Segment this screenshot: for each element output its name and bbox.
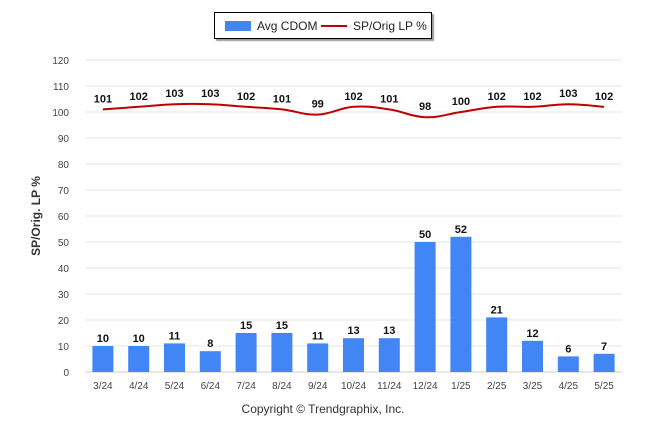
y-tick-label: 20 <box>58 316 70 327</box>
x-tick-label: 4/25 <box>559 381 579 392</box>
x-tick-label: 9/24 <box>308 381 328 392</box>
bar-data-label: 13 <box>347 325 359 337</box>
bar <box>378 338 400 372</box>
line-data-label: 102 <box>237 91 255 103</box>
legend-item-sp-orig-lp[interactable]: SP/Orig LP % <box>321 13 427 38</box>
bar <box>414 242 436 372</box>
bar <box>164 343 185 372</box>
bar-data-label: 13 <box>383 325 395 337</box>
line-data-label: 101 <box>273 93 291 105</box>
legend-bar-swatch <box>225 20 251 31</box>
line-data-label: 102 <box>130 91 148 103</box>
bar-data-label: 50 <box>419 229 431 241</box>
y-tick-label: 30 <box>58 290 70 301</box>
bar <box>199 351 221 372</box>
x-tick-label: 12/24 <box>413 381 438 392</box>
y-tick-label: 50 <box>58 238 70 249</box>
x-tick-label: 4/24 <box>129 381 149 392</box>
bar-data-label: 10 <box>133 333 145 345</box>
x-tick-label: 11/24 <box>377 381 402 392</box>
bar <box>128 346 150 372</box>
bar-data-label: 8 <box>207 338 213 350</box>
y-tick-label: 70 <box>58 186 70 197</box>
bar-data-label: 15 <box>240 320 252 332</box>
x-tick-label: 10/24 <box>341 381 366 392</box>
y-tick-label: 80 <box>58 160 70 171</box>
x-tick-label: 8/24 <box>272 381 292 392</box>
line-series-sp-orig-lp <box>102 102 605 119</box>
bar <box>486 317 508 372</box>
x-tick-label: 3/24 <box>93 381 113 392</box>
y-tick-label: 120 <box>52 56 69 67</box>
line-data-label: 103 <box>559 88 577 100</box>
line-data-label: 100 <box>452 96 470 108</box>
bar <box>307 343 329 372</box>
line-data-label: 101 <box>94 93 112 105</box>
bar <box>235 333 257 372</box>
x-tick-label: 5/25 <box>594 381 614 392</box>
line-data-label: 102 <box>344 91 362 103</box>
line-data-label: 98 <box>419 101 431 113</box>
y-axis-title: SP/Orig. LP % <box>29 176 43 256</box>
line-data-label: 103 <box>165 88 183 100</box>
bar-data-label: 10 <box>97 333 109 345</box>
line-data-label: 103 <box>201 88 219 100</box>
y-tick-label: 100 <box>52 108 69 119</box>
line-data-label: 99 <box>312 99 324 111</box>
legend-label-avg-cdom: Avg CDOM <box>257 18 318 33</box>
x-tick-label: 6/24 <box>201 381 221 392</box>
bar-data-label: 6 <box>565 343 571 355</box>
bar <box>593 353 615 372</box>
bar-data-label: 11 <box>169 330 181 342</box>
bar <box>450 236 472 372</box>
line-data-label: 102 <box>523 91 541 103</box>
y-tick-label: 40 <box>58 264 70 275</box>
x-tick-label: 1/25 <box>451 381 471 392</box>
legend-item-avg-cdom[interactable]: Avg CDOM <box>225 13 317 38</box>
bar-data-label: 12 <box>526 328 538 340</box>
y-tick-label: 60 <box>58 212 70 223</box>
bar <box>343 338 364 372</box>
bar-data-label: 7 <box>601 341 607 353</box>
line-data-label: 102 <box>488 91 506 103</box>
y-tick-label: 0 <box>63 368 69 379</box>
copyright-text: Copyright © Trendgraphix, Inc. <box>241 402 405 416</box>
line-data-label: 101 <box>380 93 398 105</box>
chart-legend: Avg CDOM SP/Orig LP % <box>214 12 432 39</box>
bar <box>522 340 543 372</box>
x-tick-label: 2/25 <box>487 381 507 392</box>
bar <box>92 346 114 372</box>
bar <box>557 356 579 372</box>
legend-label-sp-orig-lp: SP/Orig LP % <box>353 18 427 33</box>
bar-data-label: 52 <box>455 224 467 236</box>
y-tick-label: 10 <box>58 342 70 353</box>
bar-data-label: 21 <box>491 304 503 316</box>
x-tick-label: 3/25 <box>523 381 543 392</box>
bar-data-label: 15 <box>276 320 288 332</box>
line-data-label: 102 <box>595 91 613 103</box>
legend-line-swatch <box>321 24 347 27</box>
x-tick-label: 7/24 <box>236 381 256 392</box>
bar-data-label: 11 <box>312 330 324 342</box>
y-tick-label: 90 <box>58 134 70 145</box>
y-tick-label: 110 <box>53 82 69 93</box>
bar <box>271 333 293 372</box>
x-tick-label: 5/24 <box>165 381 185 392</box>
